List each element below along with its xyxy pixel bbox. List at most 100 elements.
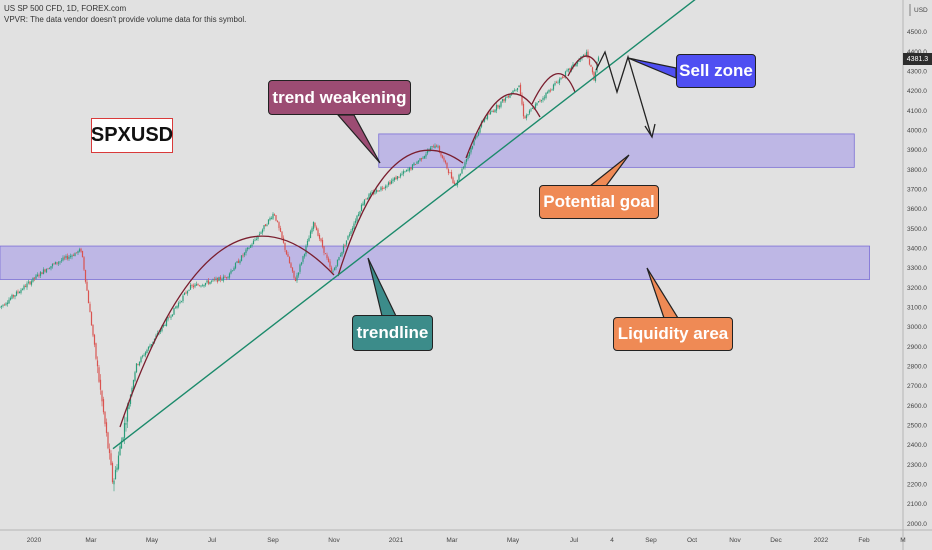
candle-body	[179, 302, 181, 303]
candle-body	[350, 231, 352, 235]
candle-body	[198, 285, 201, 287]
candle-body	[465, 159, 468, 162]
candle-body	[548, 89, 550, 93]
candle-body	[15, 291, 18, 296]
candle-body	[333, 267, 336, 271]
candle-body	[269, 217, 271, 220]
candle-body	[378, 190, 381, 192]
x-tick-label: 2022	[814, 537, 829, 544]
candle-body	[408, 167, 411, 171]
candle-body	[426, 150, 429, 154]
candle-body	[41, 272, 43, 275]
y-tick-label: 2400.0	[907, 442, 927, 449]
candle-body	[231, 270, 234, 272]
candle-body	[126, 406, 129, 422]
candle-body	[413, 163, 415, 166]
candle-body	[305, 245, 307, 255]
last-price-tag: 4381.3	[903, 53, 932, 65]
trendline-label[interactable]: trendline	[352, 315, 433, 351]
sell-zone-label[interactable]: Sell zone	[676, 54, 756, 88]
candle-body	[186, 291, 189, 294]
chart-title: US SP 500 CFD, 1D, FOREX.com	[4, 4, 127, 13]
candle-body	[437, 146, 439, 148]
candle-body	[299, 264, 301, 272]
candle-body	[48, 268, 51, 270]
candle-body	[473, 140, 475, 146]
candle-body	[501, 99, 504, 102]
candle-body	[348, 234, 351, 236]
candle-body	[405, 169, 408, 172]
candle-body	[3, 304, 6, 306]
candle-body	[509, 94, 511, 98]
candle-body	[236, 261, 238, 263]
candle-body	[558, 79, 561, 83]
candle-body	[164, 325, 166, 326]
candle-body	[386, 185, 388, 187]
weakening-pointer	[336, 114, 381, 164]
y-tick-label: 3300.0	[907, 265, 927, 272]
candle-body	[140, 357, 142, 362]
candle-body	[170, 316, 172, 318]
candle-body	[56, 262, 58, 264]
candle-body	[18, 292, 21, 294]
candle-body	[108, 448, 111, 454]
candle-body	[311, 228, 313, 233]
candle-body	[69, 255, 72, 257]
candle-body	[234, 263, 237, 269]
candle-body	[219, 276, 222, 280]
candle-body	[173, 307, 175, 315]
candle-body	[150, 344, 153, 346]
candle-body	[383, 188, 385, 189]
candle-body	[84, 269, 87, 282]
candle-body	[576, 61, 579, 65]
candle-body	[230, 270, 232, 274]
candle-body	[462, 166, 465, 169]
candle-body	[578, 60, 580, 62]
x-tick-label: Sep	[267, 537, 279, 544]
candle-body	[57, 262, 60, 264]
candle-body	[254, 239, 256, 241]
candle-body	[215, 278, 217, 280]
candle-body	[524, 116, 526, 119]
candle-body	[60, 260, 63, 262]
candle-body	[182, 295, 184, 302]
candle-body	[134, 372, 136, 381]
candle-body	[527, 114, 529, 115]
candle-body	[291, 267, 294, 272]
candle-body	[540, 100, 543, 101]
y-tick-label: 2500.0	[907, 423, 927, 430]
candle-body	[255, 239, 258, 241]
candle-body	[447, 169, 450, 174]
candle-body	[422, 157, 424, 159]
candle-body	[95, 343, 97, 359]
candle-body	[597, 57, 600, 61]
candle-body	[387, 182, 390, 185]
candle-body	[455, 184, 457, 186]
liquidity-area-label[interactable]: Liquidity area	[613, 317, 733, 351]
candle-body	[279, 228, 282, 232]
candle-body	[432, 146, 435, 148]
weakening-arc	[531, 73, 576, 105]
candle-body	[96, 360, 99, 367]
x-tick-label: May	[146, 537, 159, 544]
candle-body	[47, 268, 49, 270]
candle-body	[338, 257, 340, 261]
candle-body	[525, 115, 528, 119]
trend-weakening-label[interactable]: trend weakening	[268, 80, 411, 115]
x-tick-label: Nov	[729, 537, 741, 544]
candle-body	[144, 352, 147, 356]
candle-body	[585, 51, 588, 57]
candle-body	[53, 263, 55, 265]
candle-body	[245, 249, 247, 253]
candle-body	[452, 177, 454, 183]
candle-body	[263, 225, 265, 230]
candle-body	[216, 277, 219, 282]
candle-body	[26, 283, 28, 288]
candle-body	[417, 160, 420, 163]
candle-body	[347, 235, 349, 240]
candle-body	[50, 266, 52, 269]
potential-goal-label[interactable]: Potential goal	[539, 185, 659, 219]
candle-body	[443, 157, 445, 161]
